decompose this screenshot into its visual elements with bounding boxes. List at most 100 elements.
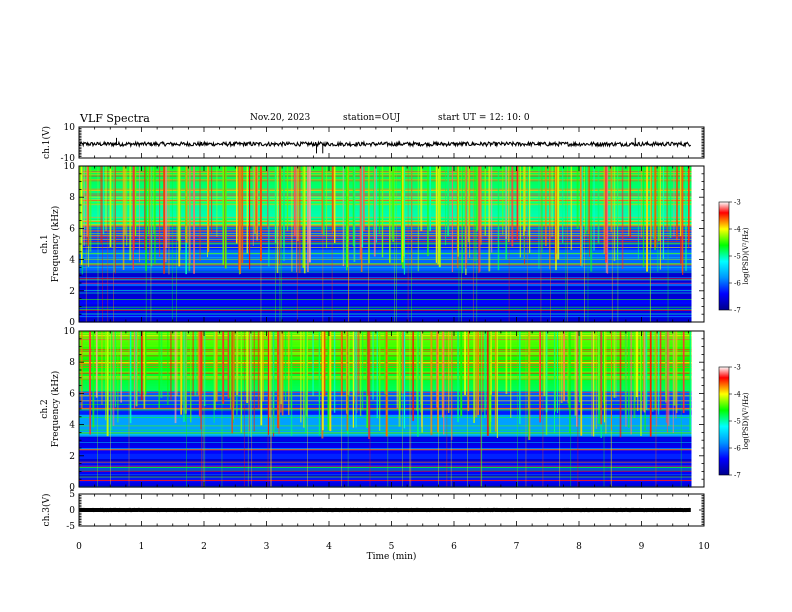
- sferic-streak: [545, 166, 547, 247]
- y-tick-label: 10: [64, 162, 76, 172]
- sferic-streak: [83, 166, 85, 246]
- sferic-streak: [303, 166, 306, 274]
- narrowband-line: [79, 267, 692, 269]
- sferic-streak: [378, 166, 381, 234]
- sferic-streak: [555, 331, 556, 412]
- sferic-streak: [482, 331, 484, 413]
- sferic-streak: [605, 331, 607, 434]
- sferic-streak: [92, 331, 95, 428]
- colorbar-label: log(PSD)(V²/Hz): [742, 227, 750, 284]
- sferic-streak: [280, 166, 282, 236]
- narrowband-line: [79, 199, 692, 201]
- sferic-streak: [150, 166, 152, 322]
- narrowband-line: [79, 257, 692, 259]
- sferic-streak: [460, 331, 463, 417]
- spectrum-band: [79, 186, 692, 190]
- spectrum-band: [79, 461, 692, 465]
- sferic-streak: [323, 166, 325, 235]
- sferic-streak: [115, 331, 116, 408]
- sferic-streak: [565, 166, 567, 322]
- sferic-streak: [551, 166, 553, 237]
- sferic-streak: [267, 166, 269, 230]
- sferic-streak: [117, 331, 119, 423]
- spectrum-band: [79, 189, 692, 193]
- narrowband-line: [79, 188, 692, 190]
- sferic-streak: [284, 331, 287, 401]
- sferic-streak: [436, 331, 438, 408]
- sferic-streak: [122, 166, 125, 270]
- narrowband-line: [79, 309, 692, 310]
- sferic-streak: [560, 331, 563, 404]
- sferic-streak: [148, 166, 150, 235]
- axis-frame: 0 2 4 6 8 10: [64, 327, 705, 493]
- sferic-streak: [511, 166, 514, 247]
- sferic-streak: [256, 166, 258, 240]
- sferic-streak: [353, 331, 355, 397]
- sferic-streak: [669, 166, 672, 239]
- sferic-streak: [331, 166, 333, 322]
- sferic-streak: [401, 166, 404, 263]
- spectrum-band: [79, 440, 692, 444]
- sferic-streak: [86, 166, 89, 237]
- sferic-streak: [268, 331, 269, 435]
- sferic-streak: [396, 166, 397, 322]
- y-tick-label: 8: [69, 193, 75, 203]
- sferic-streak: [120, 331, 122, 403]
- sferic-streak: [539, 331, 541, 423]
- sferic-streak: [478, 166, 481, 272]
- sferic-streak: [201, 331, 202, 487]
- sferic-streak: [586, 166, 588, 231]
- narrowband-line: [79, 465, 692, 467]
- sferic-streak: [107, 166, 109, 322]
- y-tick-label: 10: [64, 123, 76, 133]
- sferic-streak: [296, 166, 299, 242]
- sferic-streak: [126, 166, 128, 246]
- sferic-streak: [287, 331, 290, 416]
- sferic-streak: [186, 331, 187, 487]
- sferic-streak: [233, 331, 235, 407]
- sferic-streak: [254, 166, 256, 235]
- narrowband-line: [79, 238, 692, 240]
- narrowband-line: [79, 425, 692, 427]
- spectrum-band: [79, 463, 692, 467]
- sferic-streak: [243, 331, 245, 487]
- sferic-streak: [144, 166, 146, 250]
- sferic-streak: [403, 331, 406, 429]
- sferic-streak: [95, 331, 98, 398]
- narrowband-line: [79, 284, 692, 286]
- narrowband-line: [79, 195, 692, 197]
- sferic-streak: [280, 166, 282, 322]
- narrowband-line: [79, 230, 692, 232]
- sferic-streak: [497, 166, 500, 271]
- spectrum-band: [79, 432, 692, 436]
- sferic-streak: [435, 166, 438, 263]
- sferic-streak: [307, 331, 308, 487]
- narrowband-line: [79, 417, 692, 418]
- spectrum-band: [79, 181, 692, 185]
- sferic-streak: [300, 331, 302, 423]
- sferic-streak: [646, 166, 648, 272]
- narrowband-line: [79, 189, 692, 191]
- spectrum-band: [79, 450, 692, 454]
- y-tick-label: 2: [69, 452, 75, 462]
- y-tick-label: 2: [69, 287, 75, 297]
- spectrum-band: [79, 401, 692, 405]
- sferic-streak: [302, 166, 305, 268]
- sferic-streak: [587, 166, 589, 322]
- sferic-streak: [420, 331, 422, 413]
- sferic-streak: [542, 331, 544, 487]
- spectrum-band: [79, 411, 692, 415]
- sferic-streak: [584, 166, 585, 322]
- sferic-streak: [276, 166, 279, 274]
- sferic-streak: [689, 331, 691, 432]
- spectrum-band: [79, 267, 692, 271]
- sferic-streak: [581, 166, 583, 267]
- spectrum-band: [79, 197, 692, 201]
- sferic-streak: [642, 166, 645, 267]
- sferic-streak: [543, 331, 546, 397]
- sferic-streak: [451, 331, 453, 441]
- y-axis-label-line: Frequency (kHz): [50, 371, 61, 448]
- spectrum-band: [79, 419, 692, 423]
- sferic-streak: [135, 331, 138, 406]
- sferic-streak: [672, 331, 674, 434]
